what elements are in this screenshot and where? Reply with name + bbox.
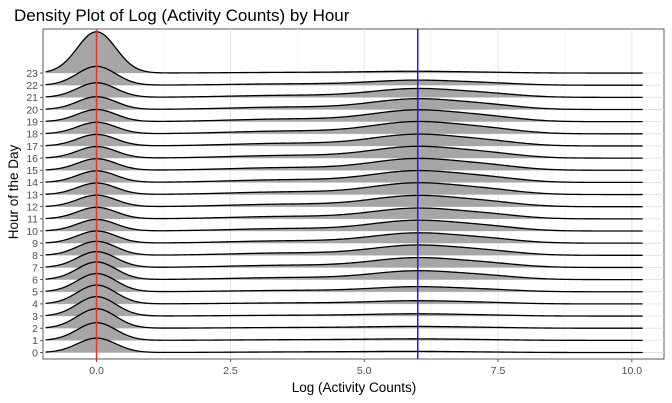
density-fill-hour-8 [45, 241, 643, 256]
density-fill-hour-13 [45, 182, 643, 195]
y-tick-label: 21 [26, 92, 38, 104]
density-line-hour-9 [45, 230, 643, 244]
y-tick-label: 14 [26, 177, 38, 189]
density-line-hour-16 [45, 145, 643, 159]
x-axis-title: Log (Activity Counts) [292, 380, 417, 395]
density-line-hour-7 [45, 251, 643, 269]
y-tick-label: 23 [26, 68, 38, 80]
y-tick-label: 5 [32, 287, 38, 299]
density-line-hour-23 [45, 31, 643, 74]
y-tick-label: 1 [32, 335, 38, 347]
density-line-hour-3 [45, 295, 643, 317]
y-tick-label: 19 [26, 116, 38, 128]
density-line-hour-6 [45, 261, 643, 281]
y-tick-label: 13 [26, 189, 38, 201]
density-fill-hour-16 [45, 146, 643, 159]
density-line-hour-4 [45, 284, 643, 305]
density-line-hour-13 [45, 182, 643, 196]
density-fill-hour-10 [45, 219, 643, 231]
y-tick-label: 10 [26, 226, 38, 238]
density-line-hour-5 [45, 272, 643, 293]
panel-border [42, 28, 665, 360]
x-tick-label: 2.5 [223, 365, 238, 377]
y-tick-label: 18 [26, 129, 38, 141]
plot-area: 0.0 2.5 5.0 7.5 10.0012345678910111213141516… [26, 28, 665, 377]
density-fill-hour-14 [45, 170, 643, 183]
density-fill-hour-9 [45, 231, 643, 244]
y-tick-label: 0 [32, 347, 38, 359]
chart-title: Density Plot of Log (Activity Counts) by… [14, 6, 350, 25]
density-fill-hour-19 [45, 109, 643, 122]
density-fill-hour-18 [45, 121, 643, 134]
density-line-hour-12 [45, 194, 643, 208]
density-line-hour-1 [45, 322, 643, 341]
y-tick-label: 17 [26, 141, 38, 153]
x-tick-label: 5.0 [357, 365, 372, 377]
y-tick-label: 9 [32, 238, 38, 250]
density-fill-hour-15 [45, 158, 643, 171]
y-tick-label: 20 [26, 104, 38, 116]
density-line-hour-22 [45, 65, 643, 86]
y-tick-label: 11 [27, 214, 38, 226]
density-line-hour-20 [45, 96, 643, 111]
density-line-hour-8 [45, 240, 643, 256]
y-tick-label: 2 [32, 323, 38, 335]
density-line-hour-21 [45, 82, 643, 98]
y-tick-label: 22 [26, 80, 38, 92]
x-tick-label: 10.0 [622, 365, 643, 377]
density-line-hour-17 [45, 133, 643, 147]
density-fill-hour-12 [45, 195, 643, 207]
density-line-hour-14 [45, 169, 643, 184]
density-curves [45, 31, 643, 354]
density-fill-hour-7 [45, 251, 643, 268]
y-tick-label: 3 [32, 311, 38, 323]
density-line-hour-18 [45, 120, 643, 135]
density-line-hour-2 [45, 308, 643, 329]
y-axis-title: Hour of the Day [6, 144, 21, 239]
y-tick-label: 6 [32, 274, 38, 286]
x-tick-label: 0.0 [89, 365, 104, 377]
y-tick-label: 4 [32, 299, 38, 311]
y-tick-label: 16 [26, 153, 38, 165]
y-tick-label: 8 [32, 250, 38, 262]
density-line-hour-19 [45, 108, 643, 123]
density-line-hour-11 [45, 206, 643, 220]
density-line-hour-0 [45, 337, 643, 354]
density-fill-hour-17 [45, 134, 643, 146]
density-fill-hour-21 [45, 82, 643, 98]
density-fill-hour-11 [45, 207, 643, 219]
x-tick-label: 7.5 [491, 365, 506, 377]
y-tick-label: 7 [32, 262, 38, 274]
y-tick-label: 12 [26, 202, 38, 214]
density-fill-hour-20 [45, 96, 643, 110]
y-tick-label: 15 [26, 165, 38, 177]
density-line-hour-10 [45, 218, 643, 232]
density-line-hour-15 [45, 157, 643, 171]
